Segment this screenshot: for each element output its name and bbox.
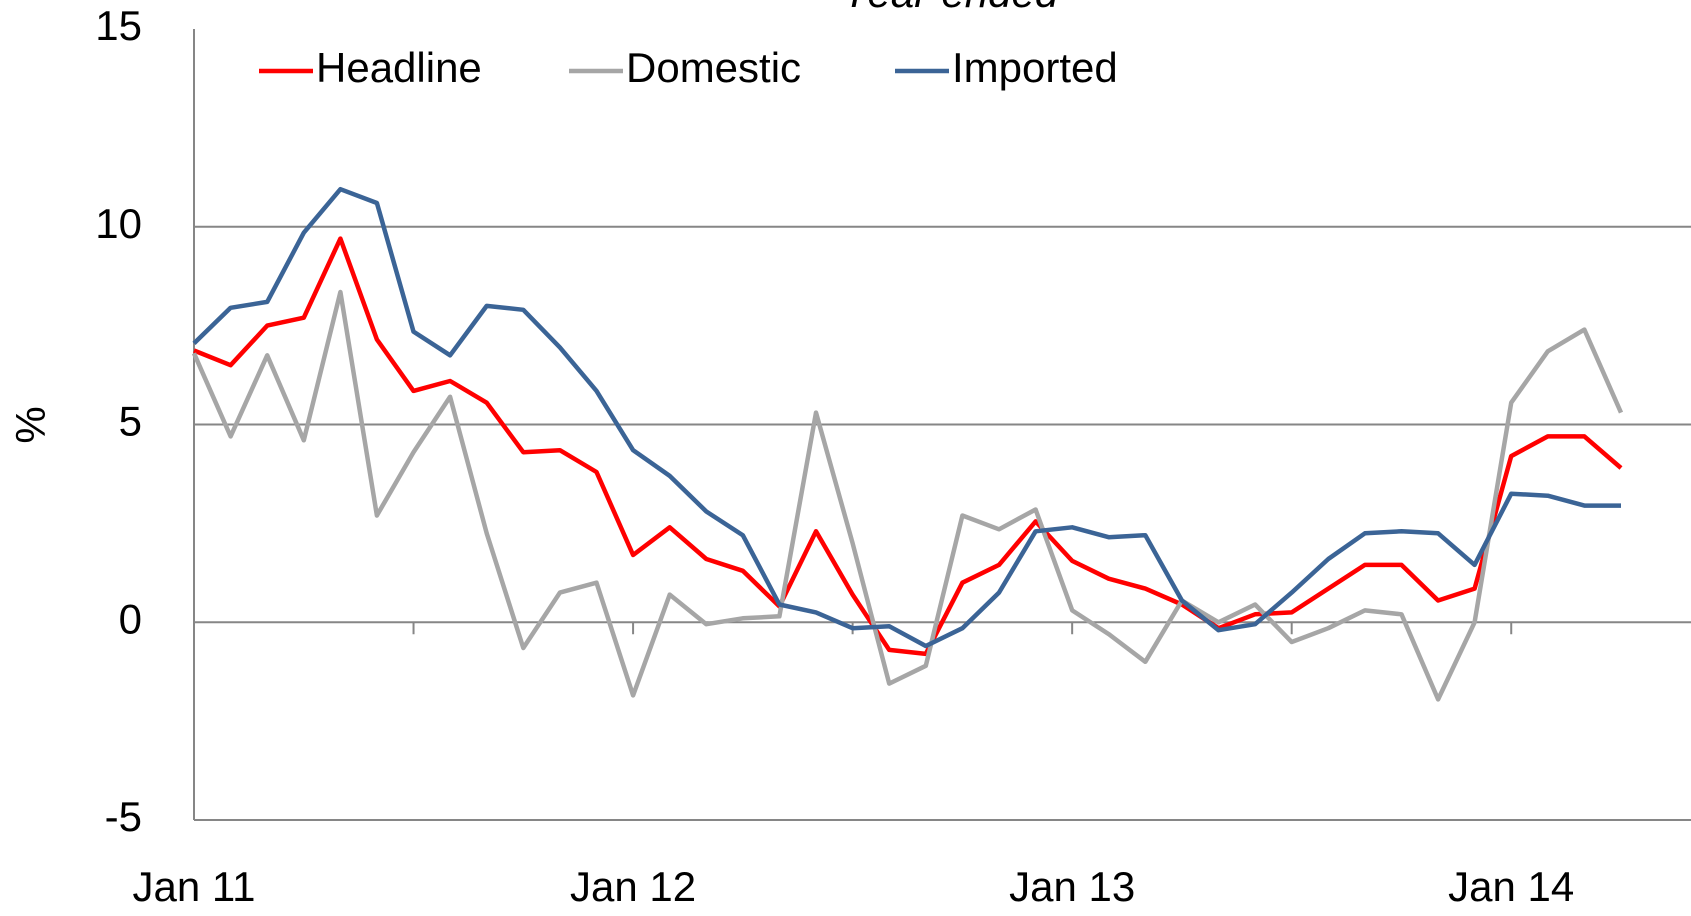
- series-line: [193, 236, 1623, 657]
- y-tick-label: 10: [95, 200, 142, 247]
- legend-label: Headline: [316, 44, 482, 91]
- y-tick-label: 5: [119, 398, 142, 445]
- x-tick-label: Jan 14: [1448, 863, 1574, 910]
- x-tick-label: Jan 12: [570, 863, 696, 910]
- series-line: [192, 186, 1621, 649]
- chart-title: Year-ended: [842, 0, 1060, 16]
- y-tick-label: 15: [95, 2, 142, 49]
- legend-label: Imported: [952, 44, 1118, 91]
- y-axis-label: %: [7, 406, 54, 443]
- y-tick-label: 0: [119, 595, 142, 642]
- x-tick-label: Jan 11: [133, 863, 256, 910]
- y-tick-label: -5: [105, 793, 142, 840]
- x-tick-label: Jan 13: [1009, 863, 1135, 910]
- series-line: [191, 289, 1624, 702]
- legend-label: Domestic: [626, 44, 801, 91]
